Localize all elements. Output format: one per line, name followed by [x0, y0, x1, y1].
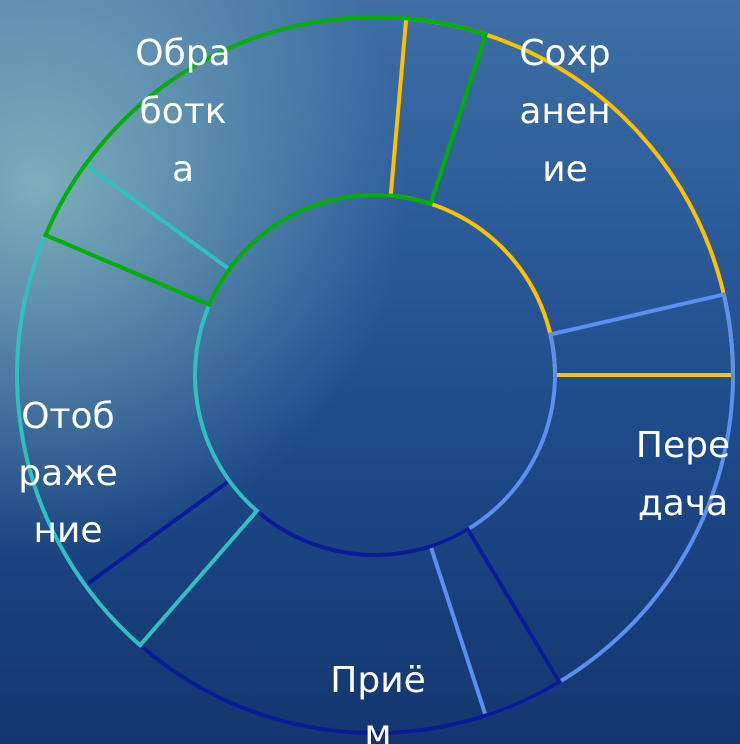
diagram: Обра ботк а Сохр анен ие Пере дача Приё м Отоб раже… — [0, 0, 740, 744]
node-label: ботк — [140, 91, 227, 132]
page: Обра ботк а Сохр анен ие Пере дача Приё м Отоб раже… — [0, 0, 740, 744]
node-label: Пере — [636, 425, 730, 466]
node-label: Отоб — [21, 396, 115, 437]
background-glow — [0, 0, 740, 744]
node-label: ние — [33, 510, 102, 551]
node-label: раже — [18, 453, 118, 494]
node-label: Приё — [330, 660, 425, 701]
node-label: ие — [542, 149, 588, 190]
node-label: анен — [519, 91, 610, 132]
node-label: Сохр — [519, 33, 610, 74]
node-label: Обра — [135, 33, 230, 74]
node-label: а — [172, 149, 194, 190]
node-label: дача — [638, 483, 728, 524]
node-label: м — [364, 713, 391, 744]
